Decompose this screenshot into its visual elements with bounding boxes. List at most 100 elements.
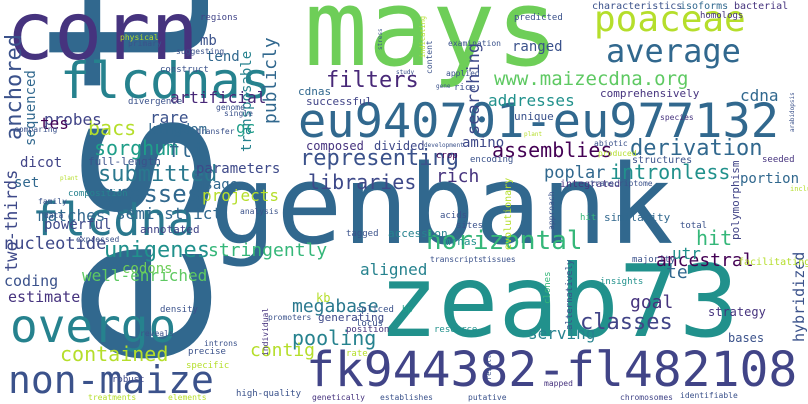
word: acids (440, 211, 468, 221)
word: overgo (10, 299, 177, 353)
word: applied (446, 69, 480, 78)
word: coding (4, 272, 59, 290)
word: flcdna (32, 193, 195, 246)
word: goal (630, 292, 674, 313)
word: sequenced (23, 70, 39, 146)
word: physical (120, 33, 159, 42)
word: contained (60, 342, 169, 366)
word: full-length (88, 155, 161, 168)
word: tissues (482, 255, 516, 264)
word: megabase (292, 296, 379, 317)
word: crop (436, 151, 458, 161)
word: composed (306, 139, 364, 153)
word: tend (206, 49, 240, 65)
word: predicted (514, 13, 563, 23)
word: analysis (240, 207, 279, 216)
word: alternatively (565, 259, 575, 330)
word: including (790, 185, 808, 193)
word: putative (468, 393, 507, 402)
word: encoding (470, 155, 514, 165)
word: submitted (98, 162, 218, 187)
word: ancestral (656, 250, 754, 271)
word: rare (150, 108, 189, 127)
word: nucleotide (4, 234, 107, 254)
word: elements (168, 393, 207, 402)
word: locus (356, 319, 384, 329)
word: tes (40, 114, 69, 133)
word: flcdnas (60, 52, 271, 110)
word: non-maize (8, 358, 214, 402)
word: representing (300, 146, 459, 171)
word: unigenes (104, 238, 210, 263)
word: artificial (170, 88, 267, 107)
word: intronless (610, 160, 731, 184)
word: strategy (708, 305, 766, 319)
word: development (424, 142, 464, 149)
word: plant (60, 175, 79, 182)
word: projects (202, 186, 280, 205)
word: establishes (380, 393, 433, 402)
word: tagged (346, 229, 379, 239)
word: filters (326, 68, 419, 93)
word: powerful (44, 217, 112, 233)
word: comprehensively (600, 87, 700, 100)
word: produced (598, 149, 637, 158)
word: semi-strict (116, 204, 222, 223)
word: rate (346, 349, 368, 359)
word: similarity (604, 211, 671, 224)
word: transcriptome (590, 179, 653, 188)
word: evolutionary (503, 177, 514, 250)
word: identifiable (680, 391, 738, 400)
word: examination (448, 39, 501, 48)
word: annotated (140, 223, 200, 236)
word: gene (436, 83, 451, 90)
word: comparing (14, 125, 58, 134)
word: result (485, 354, 493, 380)
word: hit (580, 213, 597, 223)
word: set (14, 175, 40, 191)
word: stress (377, 28, 384, 50)
word: parameters (196, 161, 281, 177)
word: homologs (700, 11, 744, 21)
word: dicot (20, 155, 63, 171)
word: bacs (88, 116, 137, 140)
word: integrated (560, 179, 621, 190)
word: usage (196, 177, 239, 193)
word: sorghum (94, 136, 179, 160)
word: approach (547, 191, 556, 230)
word: insights (600, 277, 644, 287)
word: resource (434, 325, 478, 335)
word: portion (740, 171, 800, 187)
word: libraries (308, 170, 417, 194)
word: robust (112, 375, 145, 385)
word: serving (528, 324, 596, 343)
word: rice (454, 83, 476, 93)
word: matches (38, 206, 106, 225)
word: expressed (76, 235, 120, 244)
word: bp (402, 305, 413, 315)
word: position (346, 325, 390, 335)
word: seeded (762, 155, 795, 165)
word: transfer (196, 127, 235, 136)
word: well-enriched (82, 266, 208, 285)
word: bacterial (734, 1, 789, 12)
word: primary (128, 39, 162, 48)
word: stringently (208, 240, 328, 261)
word: total (680, 221, 708, 231)
word: structures (632, 155, 693, 166)
word: codons (122, 261, 173, 277)
word: mrnas (444, 235, 478, 248)
word: majority (632, 255, 676, 265)
word: kb (316, 291, 331, 305)
word: polymorphism (729, 160, 742, 240)
word: poaceae (594, 0, 746, 40)
word: poplar (544, 163, 606, 183)
word: mb (200, 33, 217, 49)
word: rich (436, 166, 480, 187)
word: chromosomes (620, 393, 673, 402)
word: pooling (292, 326, 377, 350)
word: bases (728, 331, 765, 345)
word: regions (200, 13, 238, 23)
word: fli (168, 138, 205, 162)
